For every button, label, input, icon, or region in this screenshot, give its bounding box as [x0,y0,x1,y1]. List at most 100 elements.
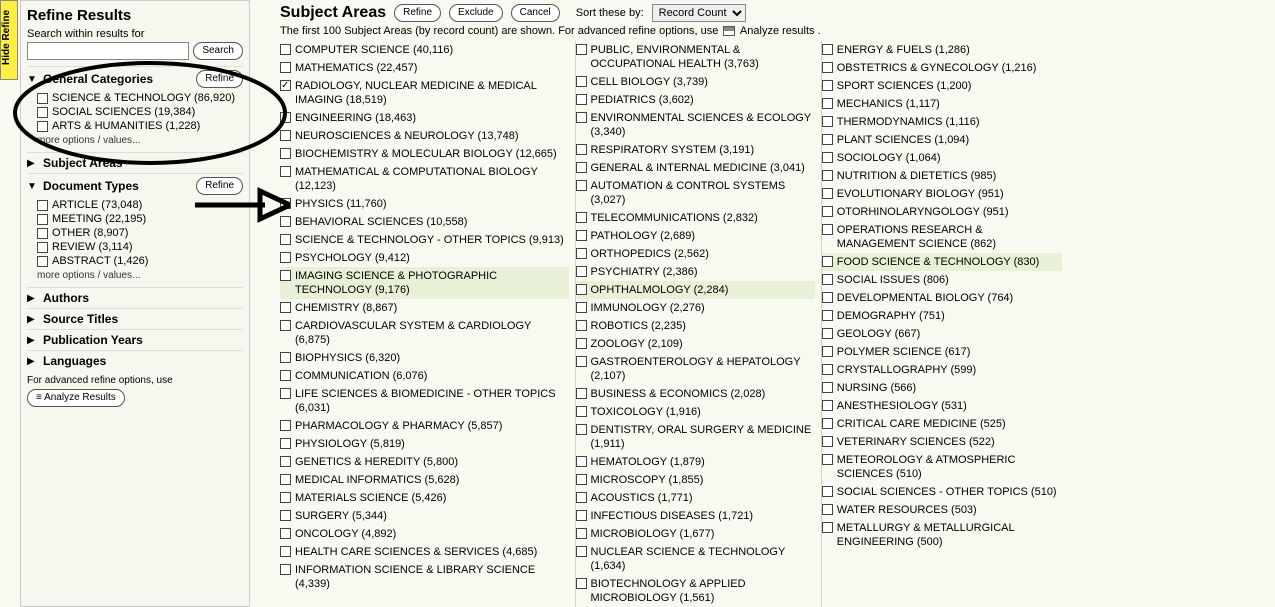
checkbox-icon[interactable] [576,406,587,417]
checkbox-icon[interactable] [576,474,587,485]
checkbox-icon[interactable] [280,198,291,209]
checkbox-icon[interactable] [280,234,291,245]
subject-area-item[interactable]: NEUROSCIENCES & NEUROLOGY (13,748) [280,127,569,145]
subject-area-item[interactable]: PHYSICS (11,760) [280,195,569,213]
subject-area-item[interactable]: CARDIOVASCULAR SYSTEM & CARDIOLOGY (6,87… [280,317,569,349]
subject-area-item[interactable]: INFORMATION SCIENCE & LIBRARY SCIENCE (4… [280,561,569,593]
checkbox-icon[interactable] [576,94,587,105]
checkbox-icon[interactable] [576,388,587,399]
checkbox-icon[interactable] [37,93,48,104]
subject-area-item[interactable]: PUBLIC, ENVIRONMENTAL & OCCUPATIONAL HEA… [576,41,815,73]
subject-area-item[interactable]: TOXICOLOGY (1,916) [576,403,815,421]
subject-area-item[interactable]: PHYSIOLOGY (5,819) [280,435,569,453]
subject-area-item[interactable]: CRITICAL CARE MEDICINE (525) [822,415,1062,433]
checkbox-icon[interactable] [37,242,48,253]
subject-area-item[interactable]: NUTRITION & DIETETICS (985) [822,167,1062,185]
section-publication-years[interactable]: ▶ Publication Years [27,329,243,350]
section-subject-areas[interactable]: ▶ Subject Areas [27,152,243,173]
checkbox-icon[interactable] [280,148,291,159]
checkbox-icon[interactable] [280,546,291,557]
subject-area-item[interactable]: POLYMER SCIENCE (617) [822,343,1062,361]
checkbox-icon[interactable] [822,382,833,393]
checkbox-icon[interactable] [822,328,833,339]
section-authors[interactable]: ▶ Authors [27,287,243,308]
checkbox-icon[interactable] [822,188,833,199]
checkbox-icon[interactable] [280,112,291,123]
subject-area-item[interactable]: MECHANICS (1,117) [822,95,1062,113]
checkbox-icon[interactable] [822,152,833,163]
subject-area-item[interactable]: GASTROENTEROLOGY & HEPATOLOGY (2,107) [576,353,815,385]
checkbox-icon[interactable] [37,200,48,211]
subject-area-item[interactable]: INFECTIOUS DISEASES (1,721) [576,507,815,525]
refine-general-button[interactable]: Refine [196,70,243,88]
checkbox-icon[interactable] [280,438,291,449]
subject-area-item[interactable]: ORTHOPEDICS (2,562) [576,245,815,263]
checkbox-icon[interactable] [280,270,291,281]
subject-area-item[interactable]: DEMOGRAPHY (751) [822,307,1062,325]
section-general-categories[interactable]: ▼ General Categories Refine [27,66,243,91]
subject-area-item[interactable]: GENERAL & INTERNAL MEDICINE (3,041) [576,159,815,177]
checkbox-icon[interactable] [576,230,587,241]
checkbox-icon[interactable] [576,302,587,313]
subject-area-item[interactable]: OTORHINOLARYNGOLOGY (951) [822,203,1062,221]
checkbox-icon[interactable] [280,388,291,399]
checkbox-icon[interactable] [822,98,833,109]
checkbox-icon[interactable] [280,216,291,227]
checkbox-icon[interactable] [280,420,291,431]
checkbox-icon[interactable] [576,212,587,223]
subject-area-item[interactable]: HEMATOLOGY (1,879) [576,453,815,471]
checkbox-icon[interactable] [280,252,291,263]
refine-doctypes-button[interactable]: Refine [196,177,243,195]
checkbox-icon[interactable] [822,134,833,145]
checkbox-icon[interactable] [280,564,291,575]
checkbox-icon[interactable] [576,112,587,123]
hide-refine-tab[interactable]: Hide Refine [0,0,18,80]
checkbox-icon[interactable] [280,62,291,73]
subject-area-item[interactable]: ACOUSTICS (1,771) [576,489,815,507]
checkbox-icon[interactable] [280,492,291,503]
subject-area-item[interactable]: METEOROLOGY & ATMOSPHERIC SCIENCES (510) [822,451,1062,483]
checkbox-icon[interactable] [822,274,833,285]
filter-option[interactable]: ABSTRACT (1,426) [27,254,243,268]
subject-area-item[interactable]: BIOTECHNOLOGY & APPLIED MICROBIOLOGY (1,… [576,575,815,607]
checkbox-icon[interactable] [822,364,833,375]
subject-area-item[interactable]: ENVIRONMENTAL SCIENCES & ECOLOGY (3,340) [576,109,815,141]
filter-option[interactable]: ARTICLE (73,048) [27,198,243,212]
subject-area-item[interactable]: CHEMISTRY (8,867) [280,299,569,317]
subject-area-item[interactable]: IMAGING SCIENCE & PHOTOGRAPHIC TECHNOLOG… [280,267,569,299]
search-within-input[interactable] [27,42,189,60]
subject-area-item[interactable]: AUTOMATION & CONTROL SYSTEMS (3,027) [576,177,815,209]
more-options-general[interactable]: more options / values... [27,135,243,146]
subject-area-item[interactable]: NURSING (566) [822,379,1062,397]
checkbox-icon[interactable] [822,44,833,55]
refine-button[interactable]: Refine [394,4,441,22]
checkbox-icon[interactable] [576,284,587,295]
checkbox-icon[interactable] [280,510,291,521]
checkbox-icon[interactable] [576,356,587,367]
checkbox-icon[interactable] [280,474,291,485]
subject-area-item[interactable]: VETERINARY SCIENCES (522) [822,433,1062,451]
subject-area-item[interactable]: PHARMACOLOGY & PHARMACY (5,857) [280,417,569,435]
subject-area-item[interactable]: MICROSCOPY (1,855) [576,471,815,489]
checkbox-icon[interactable] [576,248,587,259]
subject-area-item[interactable]: MEDICAL INFORMATICS (5,628) [280,471,569,489]
subject-area-item[interactable]: SPORT SCIENCES (1,200) [822,77,1062,95]
checkbox-icon[interactable] [576,266,587,277]
subject-area-item[interactable]: CELL BIOLOGY (3,739) [576,73,815,91]
subject-area-item[interactable]: ROBOTICS (2,235) [576,317,815,335]
subject-area-item[interactable]: BEHAVIORAL SCIENCES (10,558) [280,213,569,231]
subject-area-item[interactable]: OPHTHALMOLOGY (2,284) [576,281,815,299]
subject-area-item[interactable]: ANESTHESIOLOGY (531) [822,397,1062,415]
subject-area-item[interactable]: HEALTH CARE SCIENCES & SERVICES (4,685) [280,543,569,561]
subject-area-item[interactable]: PLANT SCIENCES (1,094) [822,131,1062,149]
subject-area-item[interactable]: BIOPHYSICS (6,320) [280,349,569,367]
checkbox-icon[interactable] [576,510,587,521]
checkbox-icon[interactable] [576,578,587,589]
checkbox-icon[interactable] [822,400,833,411]
checkbox-icon[interactable] [576,320,587,331]
subject-area-item[interactable]: SOCIOLOGY (1,064) [822,149,1062,167]
exclude-button[interactable]: Exclude [449,4,503,22]
checkbox-icon[interactable] [822,310,833,321]
checkbox-icon[interactable] [576,338,587,349]
checkbox-icon[interactable] [576,424,587,435]
